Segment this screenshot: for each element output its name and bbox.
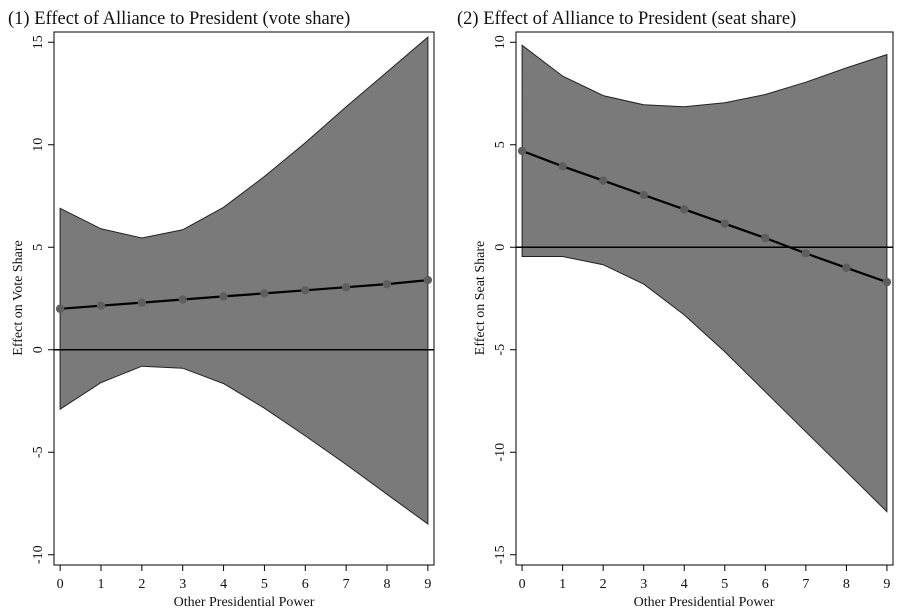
- marker-layer-seat-share: [517, 146, 892, 287]
- confidence-band-layer-seat-share: [521, 44, 888, 513]
- x-tick-label: 0: [57, 577, 64, 592]
- y-axis-label-vote-share: Effect on Vote Share: [11, 240, 26, 355]
- x-tick-label: 8: [843, 577, 850, 592]
- point-marker-vote-share: [178, 295, 187, 304]
- y-tick-label: -10: [31, 545, 46, 564]
- x-tick-label: 7: [802, 577, 809, 592]
- point-marker-seat-share: [882, 277, 892, 287]
- y-tick-label: -5: [493, 344, 508, 356]
- x-axis-label-seat-share: Other Presidential Power: [634, 595, 775, 610]
- point-marker-seat-share: [842, 263, 851, 272]
- x-tick-label: 4: [681, 577, 688, 592]
- x-ticks-vote-share: 0 1 2 3 4 5 6 7 8 9: [57, 565, 431, 592]
- x-axis-label-vote-share: Other Presidential Power: [174, 595, 315, 610]
- y-axis-label-seat-share: Effect on Seat Share: [473, 241, 488, 355]
- effect-line-layer-seat-share: [521, 149, 888, 284]
- point-marker-seat-share: [720, 219, 729, 228]
- point-marker-seat-share: [680, 205, 689, 214]
- x-tick-label: 3: [179, 577, 186, 592]
- y-tick-label: 0: [493, 244, 508, 251]
- point-marker-seat-share: [801, 249, 811, 258]
- point-marker-seat-share: [639, 190, 648, 200]
- x-tick-label: 2: [600, 577, 607, 592]
- confidence-band-seat-share: [521, 44, 888, 513]
- y-tick-label: -5: [31, 446, 46, 458]
- y-ticks-seat-share: -15 -10 -5 0 5 10: [493, 35, 516, 564]
- plot-frame-vote-share: [53, 31, 435, 566]
- x-tick-label: 5: [261, 577, 268, 592]
- point-marker-vote-share: [382, 279, 392, 289]
- x-tick-label: 7: [343, 577, 350, 592]
- effect-line-vote-share: [60, 279, 429, 310]
- panel-title-seat-share: (2) Effect of Alliance to President (sea…: [457, 9, 796, 29]
- x-tick-label: 6: [762, 577, 769, 592]
- y-tick-label: -10: [493, 443, 508, 462]
- point-marker-seat-share: [598, 176, 608, 185]
- point-marker-seat-share: [517, 146, 527, 156]
- point-marker-vote-share: [55, 304, 65, 313]
- confidence-band-layer-vote-share: [59, 36, 429, 525]
- y-tick-label: 5: [493, 141, 508, 148]
- y-tick-label: 0: [31, 346, 46, 353]
- point-marker-vote-share: [260, 289, 269, 298]
- panel-seat-share: (2) Effect of Alliance to President (sea…: [457, 9, 894, 610]
- x-tick-label: 9: [883, 577, 890, 592]
- effect-line-layer-vote-share: [60, 279, 429, 310]
- point-marker-vote-share: [96, 301, 106, 310]
- plot-frame-seat-share: [515, 31, 894, 566]
- y-ticks-vote-share: -10 -5 0 5 10 15: [31, 35, 54, 564]
- confidence-band-vote-share: [59, 36, 429, 525]
- y-tick-label: 15: [31, 35, 46, 49]
- x-tick-label: 0: [519, 577, 526, 592]
- x-tick-label: 3: [640, 577, 647, 592]
- point-marker-vote-share: [423, 275, 433, 285]
- point-marker-seat-share: [761, 233, 770, 243]
- x-tick-label: 8: [384, 577, 391, 592]
- x-tick-label: 4: [220, 577, 227, 592]
- x-tick-label: 6: [302, 577, 309, 592]
- effect-line-seat-share: [521, 149, 888, 284]
- point-marker-vote-share: [341, 283, 351, 292]
- point-marker-vote-share: [137, 298, 147, 307]
- panel-title-vote-share: (1) Effect of Alliance to President (vot…: [8, 9, 350, 29]
- x-tick-label: 1: [97, 577, 104, 592]
- x-tick-label: 2: [138, 577, 145, 592]
- panel-vote-share: (1) Effect of Alliance to President (vot…: [8, 9, 435, 610]
- point-marker-vote-share: [301, 286, 310, 295]
- y-tick-label: -15: [493, 545, 508, 564]
- y-tick-label: 5: [31, 244, 46, 251]
- x-tick-label: 5: [721, 577, 728, 592]
- y-tick-label: 10: [493, 35, 508, 49]
- x-tick-label: 1: [559, 577, 566, 592]
- point-marker-vote-share: [219, 292, 228, 301]
- y-tick-label: 10: [31, 138, 46, 152]
- x-tick-label: 9: [424, 577, 431, 592]
- marker-layer-vote-share: [55, 275, 433, 313]
- x-ticks-seat-share: 0 1 2 3 4 5 6 7 8 9: [519, 565, 890, 592]
- point-marker-seat-share: [558, 162, 567, 171]
